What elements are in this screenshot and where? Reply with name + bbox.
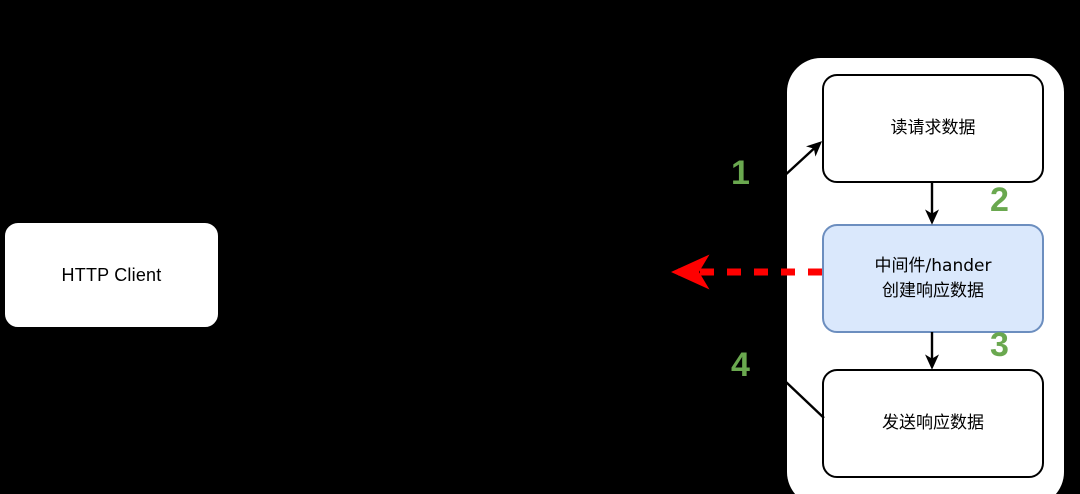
connector-send-to-client [785,381,825,419]
node-http-client[interactable] [3,221,220,329]
node-middleware-handler[interactable] [822,224,1044,333]
step-number-3: 3 [990,326,1009,364]
step-number-2: 2 [990,181,1009,219]
connector-client-to-read [769,141,823,190]
node-read-request[interactable] [822,74,1044,183]
node-send-response[interactable] [822,369,1044,478]
step-number-4: 4 [731,346,750,384]
step-number-1: 1 [731,154,750,192]
